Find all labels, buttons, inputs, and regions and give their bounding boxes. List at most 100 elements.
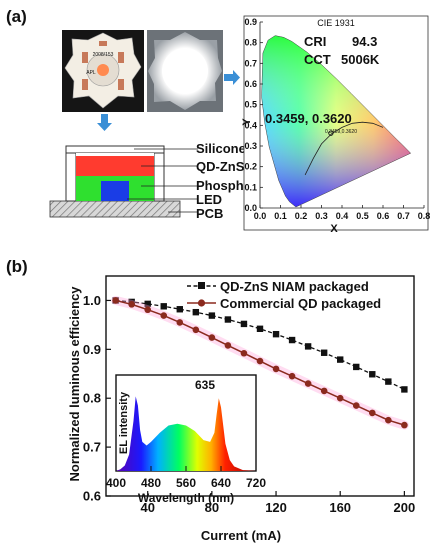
cie-point-small-label: 0.3459,0.3620 [325, 129, 357, 135]
data-point-niam [192, 308, 200, 316]
led-chip [101, 181, 129, 201]
efficiency-y-label: Normalized luminous efficiency [67, 286, 82, 482]
led-board-photo: 2008/153 APL [62, 30, 144, 112]
efficiency-y-tick-label: 0.8 [83, 391, 101, 406]
layer-label-silicone: Silicone [196, 141, 246, 156]
data-point-niam [304, 343, 312, 350]
data-point-commercial [401, 421, 408, 429]
cie-x-tick-label: 0.5 [356, 211, 369, 221]
efficiency-x-tick-label: 120 [265, 500, 287, 515]
el-spectrum-fill [116, 396, 256, 471]
data-point-niam [385, 378, 392, 385]
data-point-commercial [160, 312, 168, 319]
data-point-commercial [192, 326, 200, 334]
inset-peak-annotation: 635 [195, 378, 215, 392]
data-point-niam [208, 312, 216, 319]
cie-x-tick-label: 0.4 [336, 211, 349, 221]
data-point-commercial [144, 306, 152, 314]
efficiency-x-tick-label: 160 [329, 500, 351, 515]
cri-label: CRI [304, 34, 326, 49]
el-spectrum-inset: 400 480 560 640 720 EL intensity 635 Wavelen… [106, 374, 266, 505]
data-point-commercial [256, 357, 264, 365]
data-point-niam [240, 320, 248, 328]
lit-led-photo [147, 30, 223, 112]
legend: QD-ZnS NIAM packaged Commercial QD packa… [187, 279, 381, 311]
inset-ticks: 400 480 560 640 720 [106, 466, 266, 490]
efficiency-axes: 40 80 120 160 200 0.6 0.7 0.8 0.9 1.0 [83, 275, 415, 515]
legend-label-commercial: Commercial QD packaged [220, 296, 381, 311]
cie-x-tick-label: 0.3 [315, 211, 328, 221]
cie-y-tick-label: 0.0 [244, 203, 257, 213]
cri-value: 94.3 [352, 34, 377, 49]
efficiency-y-tick-label: 0.6 [83, 489, 101, 504]
legend-label-niam: QD-ZnS NIAM packaged [220, 279, 369, 294]
data-point-commercial [128, 301, 135, 308]
cie-y-tick-label: 0.6 [244, 79, 257, 89]
cct-label: CCT [304, 52, 331, 67]
inset-x-tick-label: 480 [141, 476, 161, 490]
data-point-niam [320, 349, 328, 356]
data-point-commercial [385, 416, 392, 424]
data-point-niam [288, 336, 296, 344]
cie-y-tick-label: 0.2 [244, 162, 257, 172]
data-point-niam [272, 330, 280, 338]
panel-b-label: (b) [6, 257, 28, 276]
efficiency-x-label: Current (mA) [201, 528, 281, 543]
inset-x-label: Wavelength (nm) [138, 491, 234, 505]
arrow-down [97, 114, 112, 131]
cie-y-tick-label: 0.9 [244, 17, 257, 27]
layer-label-led: LED [196, 192, 222, 207]
data-point-commercial [208, 334, 216, 341]
legend-marker-niam [198, 282, 205, 289]
data-point-commercial [352, 402, 360, 409]
cie-x-tick-label: 0.0 [254, 211, 267, 221]
efficiency-x-tick-label: 80 [205, 500, 219, 515]
inset-x-tick-label: 400 [106, 476, 126, 490]
efficiency-y-tick-label: 0.9 [83, 342, 101, 357]
efficiency-chart: 40 80 120 160 200 0.6 0.7 0.8 0.9 1.0 Current (mA… [67, 275, 415, 543]
inset-x-tick-label: 640 [211, 476, 231, 490]
inset-x-tick-label: 720 [246, 476, 266, 490]
cie-x-tick-label: 0.6 [377, 211, 390, 221]
data-point-commercial [176, 319, 184, 326]
cie-locus [261, 35, 412, 208]
legend-marker-commercial [197, 299, 206, 307]
data-point-niam [369, 371, 376, 378]
data-point-commercial [272, 365, 280, 373]
data-point-commercial [368, 409, 376, 417]
efficiency-y-tick-label: 1.0 [83, 293, 101, 308]
inset-y-label: EL intensity [118, 391, 130, 454]
efficiency-y-tick-label: 0.7 [83, 440, 101, 455]
cie-gamut-overlay [261, 35, 412, 208]
pcb-layer [49, 200, 181, 218]
cie-axes: 0.0 0.1 0.2 0.3 0.4 0.5 0.6 0.7 0.8 0.0 0.1 0.2 0.3 0… [244, 17, 430, 221]
arrow-right [224, 70, 240, 85]
data-point-niam [176, 306, 183, 313]
data-point-niam [401, 386, 408, 393]
cie-x-tick-label: 0.7 [397, 211, 410, 221]
board-text-2: APL [86, 70, 96, 76]
data-point-commercial [304, 380, 312, 387]
inset-x-tick-label: 560 [176, 476, 196, 490]
cie-y-tick-label: 0.5 [244, 100, 257, 110]
cie-point-label: 0.3459, 0.3620 [265, 111, 352, 126]
cie-y-tick-label: 0.3 [244, 141, 257, 151]
layer-label-phosphor: Phosphor [196, 178, 257, 193]
cie-y-label: Y [241, 118, 253, 126]
efficiency-plot-frame [105, 275, 415, 497]
cie-y-tick-label: 0.7 [244, 58, 257, 68]
data-point-niam [144, 300, 151, 308]
cie-y-tick-label: 0.1 [244, 182, 257, 192]
data-point-niam [256, 325, 264, 332]
inset-spectrum-area [116, 396, 256, 471]
efficiency-x-tick-label: 40 [140, 500, 154, 515]
data-point-niam [337, 356, 344, 363]
board-text: 2008/153 [93, 52, 114, 58]
cie-y-tick-label: 0.4 [244, 120, 257, 130]
efficiency-series [111, 295, 409, 430]
data-point-commercial [112, 297, 119, 304]
cie-x-tick-label: 0.2 [295, 211, 308, 221]
data-point-commercial [240, 349, 248, 357]
data-point-niam [353, 363, 360, 371]
